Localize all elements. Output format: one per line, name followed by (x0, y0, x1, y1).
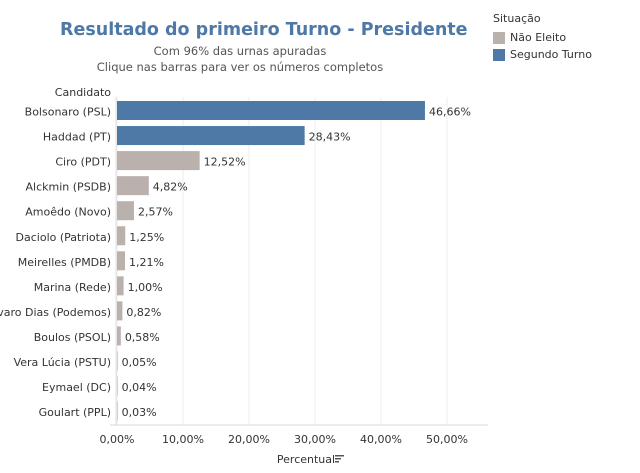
data-label: 46,66% (429, 106, 471, 119)
x-tick-label: 30,00% (294, 433, 336, 446)
x-tick-label: 10,00% (162, 433, 204, 446)
x-tick-label: 0,00% (100, 433, 135, 446)
data-label: 12,52% (204, 156, 246, 169)
x-tick-label: 20,00% (228, 433, 270, 446)
data-label: 0,03% (122, 406, 157, 419)
bar[interactable] (117, 151, 200, 171)
chart-title: Resultado do primeiro Turno - Presidente (60, 20, 468, 40)
bar[interactable] (117, 401, 118, 421)
bar[interactable] (117, 251, 125, 271)
category-label: Alckmin (PSDB) (26, 181, 111, 194)
category-label: Haddad (PT) (43, 131, 111, 144)
category-label: Goulart (PPL) (39, 406, 111, 419)
sort-icon[interactable] (335, 455, 344, 463)
category-label: Boulos (PSOL) (34, 331, 111, 344)
chart-legend: Situação Não Eleito Segundo Turno (493, 12, 592, 63)
legend-title: Situação (493, 12, 541, 25)
chart-subtitle-line-2: Clique nas barras para ver os números co… (96, 60, 384, 74)
legend-swatch-nao-eleito (493, 31, 505, 44)
bar[interactable] (117, 351, 118, 371)
data-label: 0,05% (122, 356, 157, 369)
bar[interactable] (117, 176, 149, 196)
bar[interactable] (117, 376, 118, 396)
x-axis-label: Percentual (277, 453, 335, 466)
x-tick-label: 40,00% (360, 433, 402, 446)
category-label: Bolsonaro (PSL) (25, 106, 111, 119)
category-label: Alvaro Dias (Podemos) (0, 306, 111, 319)
bar[interactable] (117, 301, 123, 321)
legend-item-segundo-turno[interactable]: Segundo Turno (493, 46, 592, 63)
category-label: Marina (Rede) (34, 281, 111, 294)
category-label: Amoêdo (Novo) (25, 206, 111, 219)
bar[interactable] (117, 101, 425, 120)
category-label: Daciolo (Patriota) (16, 231, 111, 244)
chart-subtitle-line-1: Com 96% das urnas apuradas (153, 44, 327, 58)
bar[interactable] (117, 201, 134, 221)
bar[interactable] (117, 276, 124, 296)
data-label: 2,57% (138, 206, 173, 219)
x-tick-label: 50,00% (426, 433, 468, 446)
category-label: Vera Lúcia (PSTU) (14, 356, 111, 369)
data-label: 28,43% (309, 131, 351, 144)
data-label: 4,82% (153, 181, 188, 194)
legend-swatch-segundo-turno (493, 48, 505, 61)
data-label: 1,25% (129, 231, 164, 244)
legend-label-nao-eleito: Não Eleito (510, 31, 567, 44)
legend-item-nao-eleito[interactable]: Não Eleito (493, 29, 592, 46)
data-label: 1,00% (128, 281, 163, 294)
bar[interactable] (117, 226, 126, 246)
category-label: Meirelles (PMDB) (18, 256, 111, 269)
bar[interactable] (117, 126, 305, 146)
legend-label-segundo-turno: Segundo Turno (510, 48, 592, 61)
category-label: Ciro (PDT) (55, 156, 111, 169)
bar[interactable] (117, 326, 121, 346)
data-label: 0,04% (122, 381, 157, 394)
category-label: Eymael (DC) (42, 381, 111, 394)
y-axis-label: Candidato (55, 86, 111, 99)
data-label: 0,82% (126, 306, 161, 319)
data-label: 0,58% (125, 331, 160, 344)
data-label: 1,21% (129, 256, 164, 269)
